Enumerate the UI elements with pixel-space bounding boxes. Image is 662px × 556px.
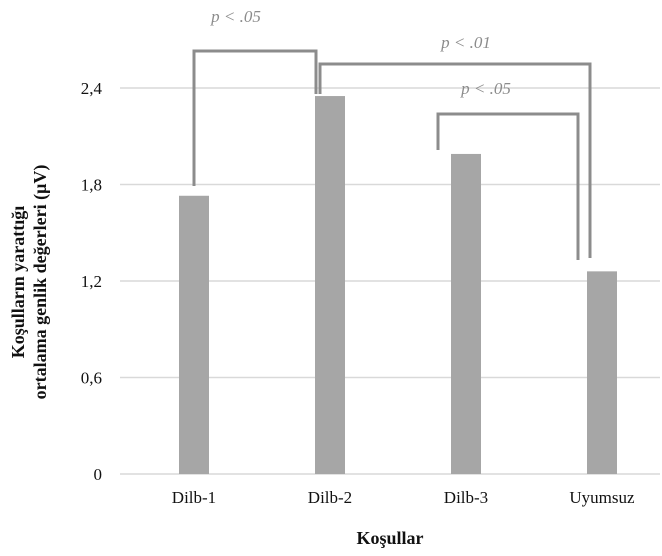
- bar-uyumsuz: [587, 271, 617, 474]
- y-tick-label: 1,2: [81, 272, 102, 291]
- y-tick-labels: 0 0,6 1,2 1,8 2,4: [81, 79, 103, 484]
- bar-dilb-1: [179, 195, 209, 474]
- bar-dilb-2: [315, 96, 345, 475]
- significance-label: p < .05: [210, 7, 261, 26]
- y-tick-label: 0: [94, 465, 103, 484]
- y-axis-title: Koşulların yarattığı ortalama genlik değ…: [8, 165, 51, 400]
- significance-bracket: [436, 112, 580, 260]
- x-tick-label: Dilb-1: [172, 488, 216, 507]
- y-axis-title-line-1: Koşulların yarattığı: [8, 206, 28, 359]
- x-tick-label: Dilb-2: [308, 488, 352, 507]
- significance-label: p < .01: [440, 33, 491, 52]
- y-axis-title-line-2: ortalama genlik değerleri (μV): [30, 165, 51, 400]
- y-tick-label: 2,4: [81, 79, 103, 98]
- x-tick-labels: Dilb-1 Dilb-2 Dilb-3 Uyumsuz: [172, 488, 635, 507]
- bar-dilb-3: [451, 153, 481, 475]
- significance-bracket: [318, 62, 592, 258]
- significance-bracket: [192, 49, 318, 186]
- x-axis-title: Koşullar: [356, 528, 423, 548]
- bars: [179, 96, 617, 475]
- y-tick-label: 0,6: [81, 369, 102, 388]
- x-tick-label: Dilb-3: [444, 488, 488, 507]
- significance-label: p < .05: [460, 79, 511, 98]
- y-tick-label: 1,8: [81, 176, 102, 195]
- x-tick-label: Uyumsuz: [569, 488, 635, 507]
- gridlines: [120, 87, 660, 475]
- significance-brackets: p < .05 p < .01 p < .05: [192, 7, 592, 260]
